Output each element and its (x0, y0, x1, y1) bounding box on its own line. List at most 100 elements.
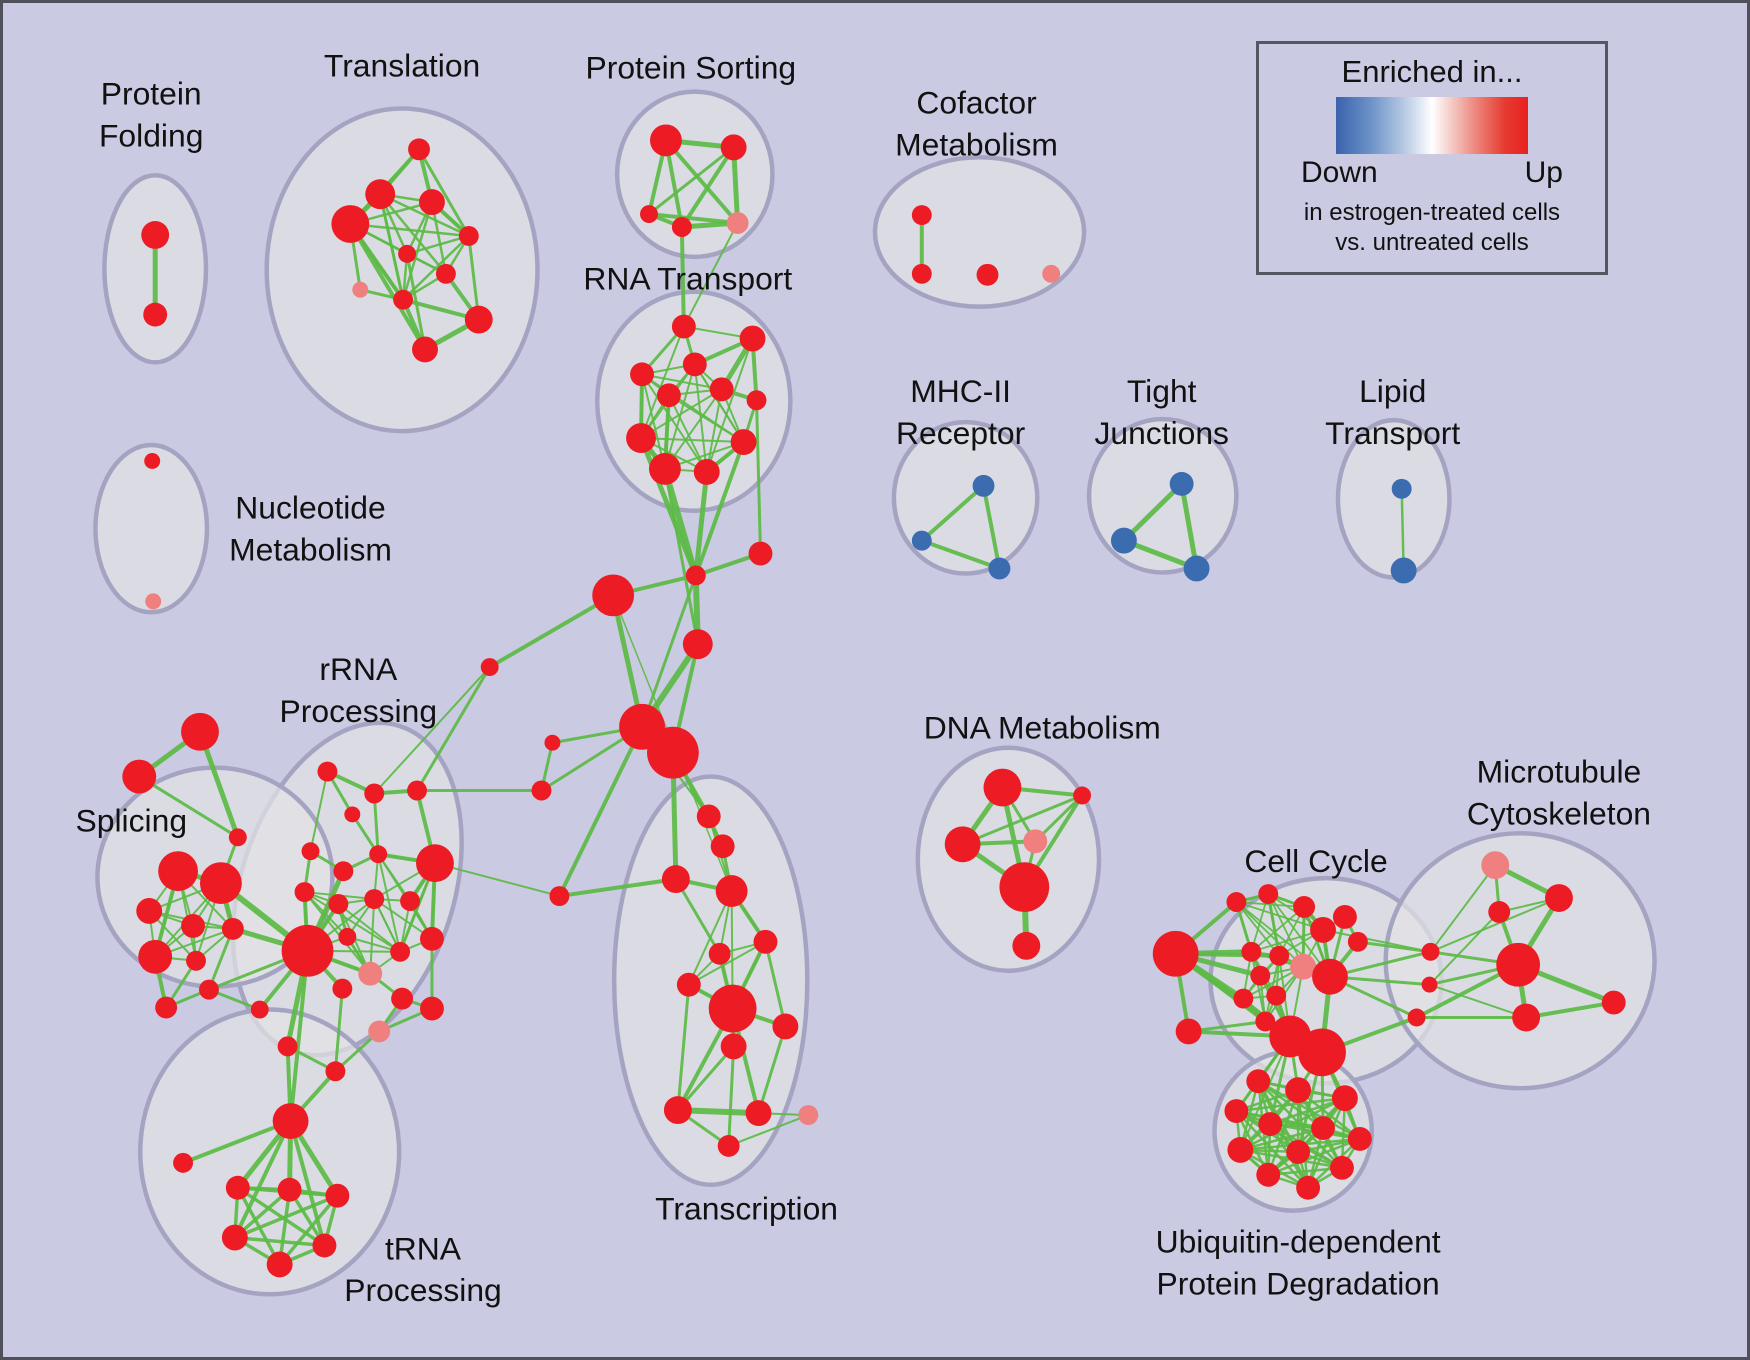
edge-tx11-tx15 (727, 1044, 736, 1148)
node-k1 (544, 734, 561, 751)
node-tj2 (1110, 527, 1137, 554)
legend-ends-row: Down Up (1301, 156, 1563, 190)
edge-ub3-ub4 (1235, 1096, 1347, 1113)
node-rt3 (682, 352, 707, 377)
node-mh1 (972, 474, 995, 497)
node-dm5 (999, 862, 1050, 912)
edge-tl5-tl6 (405, 234, 471, 256)
cluster-label-lipid-transport-line2: Transport (1325, 415, 1460, 451)
node-sp1 (158, 851, 198, 892)
edge-mh1-mh3 (981, 483, 1002, 571)
edge-rt6-rt8 (640, 388, 723, 440)
node-cf2 (911, 263, 932, 284)
node-rr2 (364, 783, 385, 804)
node-tnH (272, 1103, 309, 1139)
edge-cc2-cc6 (1250, 893, 1270, 953)
node-tx14 (798, 1105, 819, 1126)
edge-rt9-ja (693, 440, 746, 578)
edge-cc2-cc7 (1267, 893, 1281, 957)
node-cf1 (911, 205, 932, 226)
edge-rr7-rr14 (377, 853, 402, 953)
edge-cc1-cc8 (1235, 901, 1304, 968)
node-cc15 (1347, 931, 1368, 952)
node-mt3 (1488, 901, 1511, 923)
node-rr9 (294, 882, 315, 903)
node-cc10 (1312, 958, 1348, 995)
node-ub12 (1296, 1175, 1321, 1200)
node-tl4 (331, 205, 370, 243)
node-tl3 (419, 189, 445, 216)
cluster-label-trna-processing-line1: tRNA (385, 1230, 462, 1266)
node-rr7 (369, 845, 388, 864)
edge-tx6-tx10 (763, 940, 787, 1028)
edge-ps2-ps3 (647, 145, 736, 216)
cluster-label-mhc-ii-receptor-line1: MHC-II (910, 373, 1011, 409)
node-sp10 (250, 1000, 269, 1019)
node-rr3 (407, 780, 427, 801)
edge-cc2-cc8 (1267, 893, 1304, 968)
cluster-label-microtubule-cytoskeleton-line1: Microtubule (1477, 754, 1642, 790)
edge-rt5-rt11 (667, 394, 708, 473)
cluster-label-cofactor-metabolism-line2: Metabolism (895, 126, 1058, 162)
node-j2 (1421, 976, 1438, 993)
node-ub9 (1286, 1139, 1311, 1164)
legend-caption-line2: vs. untreated cells (1335, 229, 1529, 256)
node-cc1 (1226, 892, 1247, 912)
cluster-labels: Protein Folding Translation Protein Sorting… (76, 48, 1651, 1309)
node-tx1 (696, 804, 721, 829)
cluster-ellipse-translation (264, 106, 540, 434)
cluster-label-protein-sorting-line1: Protein Sorting (585, 50, 796, 86)
node-rr22 (420, 996, 444, 1021)
edge-ub6-ub8 (1239, 1126, 1325, 1152)
node-tx13 (745, 1100, 772, 1127)
cluster-label-rrna-processing-line1: rRNA (319, 651, 398, 687)
node-j3 (1407, 1008, 1426, 1027)
node-tr3 (228, 828, 247, 847)
node-ps4 (671, 217, 692, 237)
node-sp7 (186, 950, 206, 971)
node-mh3 (988, 557, 1011, 580)
edge-cc6-cc13 (1250, 950, 1267, 1023)
edge-rt2-rt11 (705, 337, 754, 473)
legend-box: Enriched in... Down Up in estrogen-treat… (1256, 41, 1608, 275)
edge-mh2-mh3 (919, 538, 1002, 571)
edge-tn4-tn5 (233, 1193, 340, 1240)
edge-rr17-rr20 (333, 987, 344, 1073)
node-tl7 (435, 263, 456, 284)
node-rt2 (739, 325, 766, 352)
cluster-label-cell-cycle-line1: Cell Cycle (1244, 843, 1387, 879)
edge-ub10-ub11 (1267, 1166, 1344, 1177)
cluster-label-rna-transport-line1: RNA Transport (583, 261, 792, 297)
node-cc8 (1290, 953, 1317, 980)
edge-rr8-tx4 (433, 862, 561, 898)
legend-up-label: Up (1524, 156, 1563, 189)
edge-rt4-rt10 (641, 373, 666, 470)
cluster-label-lipid-transport-line1: Lipid (1359, 373, 1426, 409)
node-je (480, 658, 499, 677)
edge-tl2-tl7 (378, 192, 448, 276)
edge-jb-je (487, 593, 616, 670)
node-dm4 (1023, 829, 1048, 854)
node-cc13 (1255, 1011, 1276, 1032)
node-rr5 (301, 842, 320, 861)
edge-rt8-rt9 (640, 437, 745, 444)
edge-tl6-tl11 (405, 252, 427, 351)
node-rrH (281, 924, 334, 977)
cluster-label-splicing-line1: Splicing (76, 802, 188, 838)
node-rt1 (671, 314, 696, 339)
node-rt9 (730, 429, 757, 455)
edge-tx10-tx13 (757, 1024, 787, 1115)
edge-tr2-tr3 (137, 775, 240, 839)
node-ccG2 (1298, 1028, 1346, 1077)
cluster-label-ubiquitin-degradation-line1: Ubiquitin-dependent (1156, 1223, 1441, 1259)
edge-ja-h1 (640, 573, 698, 729)
edge-rt11-ja (693, 469, 710, 578)
node-tx3 (661, 865, 690, 894)
node-jc (748, 541, 773, 566)
edge-dm2-dm3 (961, 793, 1084, 846)
edge-rt4-rt11 (641, 373, 708, 473)
cluster-label-mhc-ii-receptor-line2: Receptor (896, 415, 1026, 451)
edge-j2-mt6 (1428, 983, 1528, 1019)
node-tj3 (1183, 555, 1210, 582)
legend-down-label: Down (1301, 156, 1378, 189)
